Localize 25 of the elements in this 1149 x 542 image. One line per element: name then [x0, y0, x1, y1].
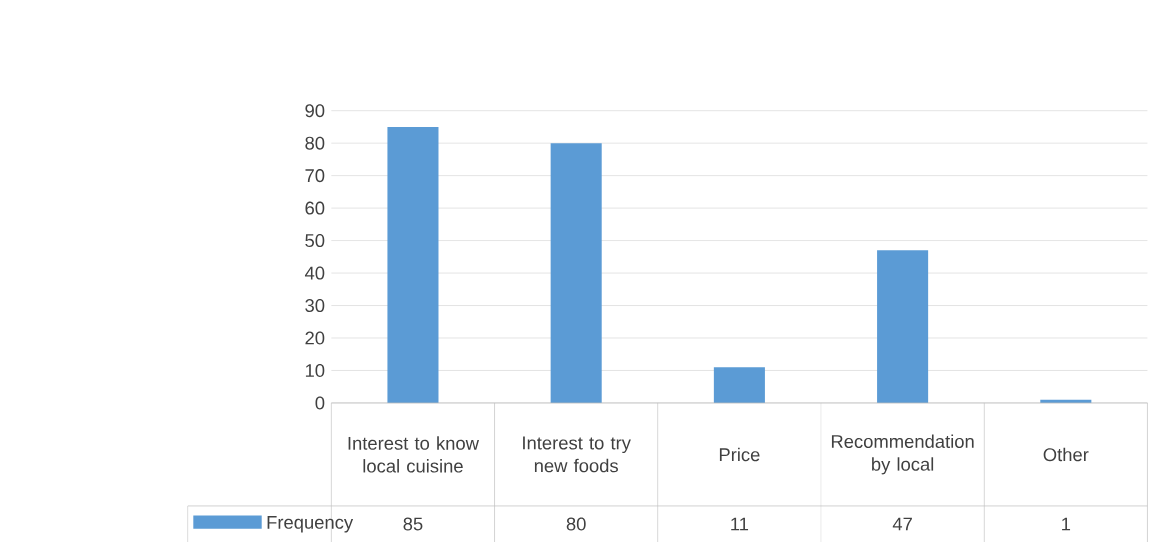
y-tick-label: 40 — [304, 266, 325, 280]
y-tick-label: 60 — [305, 201, 325, 215]
data-label: 47 — [892, 517, 912, 531]
y-tick-label: 80 — [305, 136, 325, 150]
y-tick-label: 0 — [315, 396, 325, 410]
x-tick-label: Interest to know local cuisine — [348, 436, 480, 473]
x-tick-label: Price — [719, 447, 760, 462]
data-label: 11 — [731, 517, 749, 531]
data-label: 85 — [403, 517, 423, 531]
bar — [713, 367, 765, 403]
y-tick-label: 20 — [305, 331, 325, 345]
y-tick-label: 70 — [305, 168, 325, 182]
y-tick-label: 50 — [305, 233, 325, 247]
y-tick-label: 10 — [305, 363, 325, 377]
bar — [877, 250, 929, 403]
legend-label: Frequency — [267, 515, 354, 533]
x-tick-label: Recommendation by local — [831, 434, 974, 475]
x-tick-label: Other — [1043, 447, 1089, 462]
y-tick-label: 30 — [305, 298, 325, 312]
bar — [550, 142, 602, 403]
x-tick-label: Interest to try new foods — [523, 436, 631, 473]
data-label: 1 — [1062, 517, 1071, 531]
bar — [387, 126, 439, 403]
data-label: 80 — [566, 517, 586, 531]
y-tick-label: 90 — [305, 103, 325, 117]
